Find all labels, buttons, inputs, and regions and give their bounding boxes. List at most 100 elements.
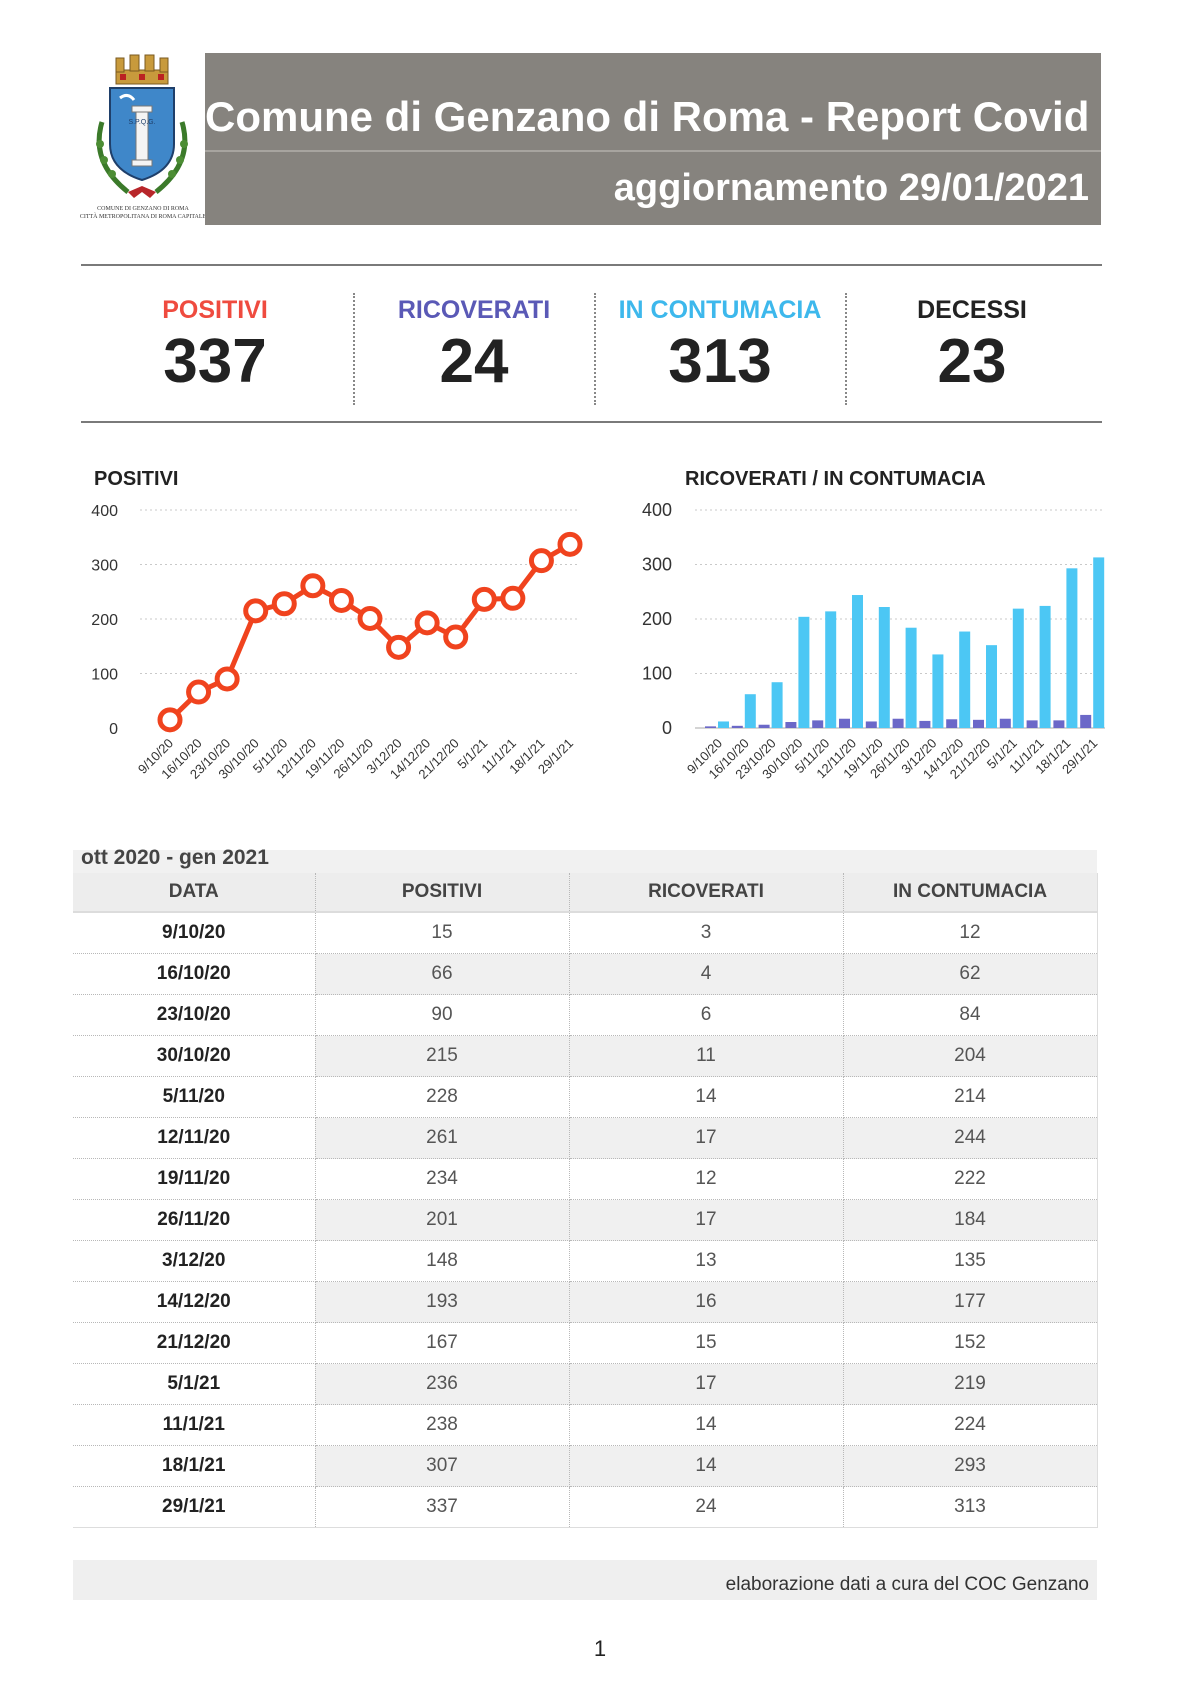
- value-cell: 184: [843, 1199, 1097, 1241]
- kpi-ricoverati: RICOVERATI 24: [354, 296, 594, 395]
- bar-ricoverati: [865, 721, 877, 728]
- crest-motto: S.P.Q.G.: [128, 119, 155, 126]
- crest-caption-line-1: COMUNE DI GENZANO DI ROMA: [97, 206, 189, 212]
- date-cell: 14/12/20: [73, 1281, 316, 1323]
- footer-bar: elaborazione dati a cura del COC Genzano: [73, 1560, 1097, 1600]
- value-cell: 24: [569, 1486, 844, 1528]
- data-point: [471, 586, 497, 612]
- date-cell: 5/1/21: [73, 1363, 316, 1405]
- value-cell: 14: [569, 1404, 844, 1446]
- date-cell: 11/1/21: [73, 1404, 316, 1446]
- crown-icon: [115, 54, 169, 85]
- table-row: 18/1/21 307 14 293: [73, 1445, 1097, 1487]
- kpi-value: 337: [163, 327, 267, 396]
- bar-in-contumacia: [905, 627, 917, 728]
- value-cell: 219: [843, 1363, 1097, 1405]
- kpi-separator: [353, 293, 355, 405]
- report-header: Comune di Genzano di Roma - Report Covid…: [205, 53, 1101, 225]
- bar-in-contumacia: [959, 631, 971, 728]
- bar-ricoverati: [946, 719, 958, 728]
- bar-in-contumacia: [932, 654, 944, 728]
- ricoverati-chart-title: RICOVERATI / IN CONTUMACIA: [685, 468, 986, 490]
- kpi-separator: [845, 293, 847, 405]
- date-cell: 29/1/21: [73, 1486, 316, 1528]
- data-point: [500, 585, 526, 611]
- data-point: [328, 587, 354, 613]
- bar-ricoverati: [1053, 720, 1065, 728]
- data-point: [271, 591, 297, 617]
- value-cell: 228: [315, 1076, 570, 1118]
- date-cell: 12/11/20: [73, 1117, 316, 1159]
- table-row: 3/12/20 148 13 135: [73, 1240, 1097, 1282]
- bar-ricoverati: [999, 718, 1011, 728]
- value-cell: 222: [843, 1158, 1097, 1200]
- bar-ricoverati: [892, 718, 904, 728]
- bar-ricoverati: [812, 720, 824, 728]
- table-row: 12/11/20 261 17 244: [73, 1117, 1097, 1159]
- value-cell: 238: [315, 1404, 570, 1446]
- date-cell: 21/12/20: [73, 1322, 316, 1364]
- column-header: POSITIVI: [315, 873, 570, 913]
- date-cell: 18/1/21: [73, 1445, 316, 1487]
- table-row: 5/11/20 228 14 214: [73, 1076, 1097, 1118]
- y-tick-label: 200: [91, 612, 118, 629]
- data-point: [443, 624, 469, 650]
- header-divider: [205, 150, 1101, 152]
- kpi-in-contumacia: IN CONTUMACIA 313: [595, 296, 845, 395]
- table-row: 30/10/20 215 11 204: [73, 1035, 1097, 1077]
- value-cell: 167: [315, 1322, 570, 1364]
- value-cell: 201: [315, 1199, 570, 1241]
- bar-ricoverati: [705, 726, 716, 728]
- value-cell: 84: [843, 994, 1097, 1036]
- bar-in-contumacia: [771, 682, 783, 728]
- data-point: [243, 598, 269, 624]
- value-cell: 293: [843, 1445, 1097, 1487]
- kpi-positivi: POSITIVI 337: [95, 296, 335, 395]
- data-point: [357, 605, 383, 631]
- crest-caption-line-2: CITTÀ METROPOLITANA DI ROMA CAPITALE: [79, 214, 207, 220]
- data-point: [157, 707, 183, 733]
- y-tick-label: 0: [662, 718, 672, 738]
- page-number: 1: [593, 1636, 607, 1661]
- table-header-row: DATA POSITIVI RICOVERATI IN CONTUMACIA: [73, 873, 1097, 913]
- data-table: DATA POSITIVI RICOVERATI IN CONTUMACIA 9…: [73, 873, 1098, 1528]
- bar-in-contumacia: [798, 616, 810, 728]
- report-update-date: aggiornamento 29/01/2021: [613, 167, 1089, 209]
- value-cell: 152: [843, 1322, 1097, 1364]
- value-cell: 12: [843, 912, 1097, 954]
- positivi-line-chart: 01002003004009/10/2016/10/2023/10/2030/1…: [91, 503, 583, 782]
- bar-ricoverati: [1080, 714, 1092, 728]
- bar-ricoverati: [919, 720, 931, 728]
- bar-in-contumacia: [878, 607, 890, 728]
- value-cell: 236: [315, 1363, 570, 1405]
- table-row: 14/12/20 193 16 177: [73, 1281, 1097, 1323]
- y-tick-label: 100: [91, 667, 118, 684]
- value-cell: 17: [569, 1199, 844, 1241]
- ricoverati-contumacia-bar-chart: 01002003004009/10/2016/10/2023/10/2030/1…: [642, 500, 1105, 782]
- table-caption-bar: [73, 850, 1097, 873]
- value-cell: 15: [569, 1322, 844, 1364]
- bar-ricoverati: [1026, 720, 1038, 728]
- data-point: [528, 548, 554, 574]
- value-cell: 135: [843, 1240, 1097, 1282]
- positivi-chart-title: POSITIVI: [94, 468, 179, 490]
- table-caption: ott 2020 - gen 2021: [81, 846, 269, 869]
- coat-of-arms-logo: S.P.Q.G.: [96, 54, 188, 198]
- column-header: IN CONTUMACIA: [843, 873, 1097, 913]
- date-cell: 19/11/20: [73, 1158, 316, 1200]
- bar-in-contumacia: [825, 611, 837, 728]
- y-tick-label: 0: [109, 721, 118, 738]
- value-cell: 6: [569, 994, 844, 1036]
- bar-ricoverati: [731, 725, 743, 728]
- bar-ricoverati: [839, 718, 850, 728]
- date-cell: 30/10/20: [73, 1035, 316, 1077]
- date-cell: 5/11/20: [73, 1076, 316, 1118]
- table-row: 5/1/21 236 17 219: [73, 1363, 1097, 1405]
- date-cell: 16/10/20: [73, 953, 316, 995]
- y-tick-label: 300: [642, 555, 672, 575]
- date-cell: 23/10/20: [73, 994, 316, 1036]
- table-row: 21/12/20 167 15 152: [73, 1322, 1097, 1364]
- value-cell: 148: [315, 1240, 570, 1282]
- positivi-series-line: [168, 542, 572, 722]
- data-point: [414, 610, 440, 636]
